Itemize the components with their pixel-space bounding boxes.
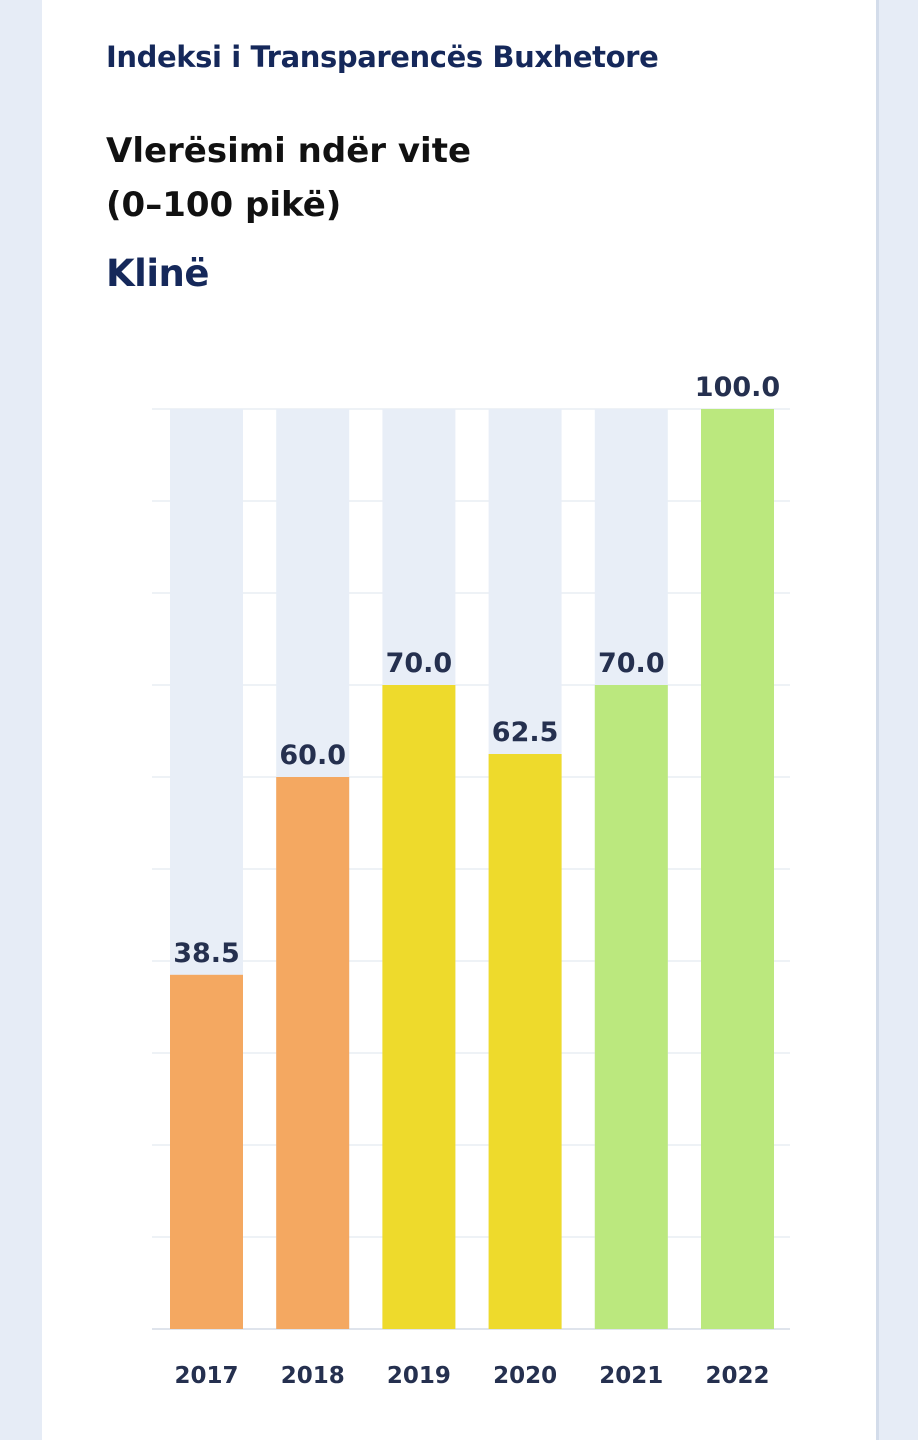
bar-2017 (170, 974, 243, 1329)
chart-title-line2: (0–100 pikë) (106, 185, 342, 225)
bar-2018 (276, 777, 350, 1329)
x-tick-label-2020: 2020 (493, 1363, 557, 1389)
value-label-2022: 100.0 (695, 372, 780, 403)
chart-title-line1: Vlerësimi ndër vite (106, 131, 472, 171)
value-label-2018: 60.0 (279, 740, 346, 771)
bar-2022 (701, 409, 774, 1329)
chart-title: Vlerësimi ndër vite (0–100 pikë) (106, 124, 706, 232)
x-tick-label-2022: 2022 (705, 1363, 769, 1389)
bar-2020 (488, 754, 562, 1329)
subject-municipality: Klinë (106, 252, 209, 295)
bar-2021 (594, 685, 668, 1329)
x-axis-tick-labels: 2017 2018 2019 2020 2021 2022 (174, 1363, 769, 1389)
value-label-2017: 38.5 (173, 938, 240, 969)
value-label-2019: 70.0 (386, 648, 453, 679)
x-tick-label-2021: 2021 (599, 1363, 663, 1389)
x-tick-label-2017: 2017 (174, 1363, 238, 1389)
bars (170, 409, 774, 1329)
grid-lines (152, 408, 790, 1330)
value-label-2021: 70.0 (598, 648, 665, 679)
x-tick-label-2018: 2018 (281, 1363, 345, 1389)
value-label-2020: 62.5 (492, 717, 559, 748)
x-tick-label-2019: 2019 (387, 1363, 451, 1389)
right-border (876, 0, 879, 1440)
value-labels: 38.5 60.0 70.0 62.5 70.0 100.0 (173, 372, 780, 969)
bar-2019 (382, 685, 456, 1329)
header-title: Indeksi i Transparencës Buxhetore (106, 40, 659, 74)
